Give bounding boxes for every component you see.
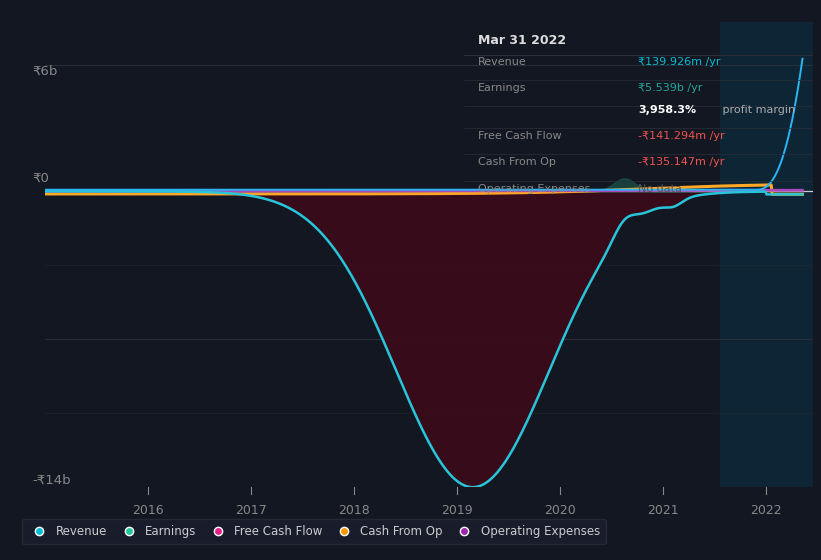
Text: -₹14b: -₹14b bbox=[33, 474, 71, 487]
Text: Free Cash Flow: Free Cash Flow bbox=[478, 131, 562, 141]
Text: 2019: 2019 bbox=[442, 504, 473, 517]
Text: Mar 31 2022: Mar 31 2022 bbox=[478, 35, 566, 48]
Text: profit margin: profit margin bbox=[718, 105, 795, 115]
Text: 2016: 2016 bbox=[132, 504, 164, 517]
Text: 2017: 2017 bbox=[236, 504, 267, 517]
Text: 3,958.3%: 3,958.3% bbox=[639, 105, 696, 115]
Text: -₹135.147m /yr: -₹135.147m /yr bbox=[639, 157, 725, 167]
Legend: Revenue, Earnings, Free Cash Flow, Cash From Op, Operating Expenses: Revenue, Earnings, Free Cash Flow, Cash … bbox=[22, 519, 606, 544]
Text: Earnings: Earnings bbox=[478, 83, 526, 93]
Text: Revenue: Revenue bbox=[478, 57, 526, 67]
Text: 2021: 2021 bbox=[648, 504, 679, 517]
Text: 2022: 2022 bbox=[750, 504, 782, 517]
Text: ₹139.926m /yr: ₹139.926m /yr bbox=[639, 57, 721, 67]
Text: -₹141.294m /yr: -₹141.294m /yr bbox=[639, 131, 725, 141]
Text: No data: No data bbox=[639, 184, 682, 194]
Text: 2020: 2020 bbox=[544, 504, 576, 517]
Text: ₹5.539b /yr: ₹5.539b /yr bbox=[639, 83, 703, 93]
Text: ₹6b: ₹6b bbox=[33, 64, 58, 78]
Bar bbox=[720, 22, 813, 487]
Text: ₹0: ₹0 bbox=[33, 172, 49, 185]
Text: Operating Expenses: Operating Expenses bbox=[478, 184, 590, 194]
Text: 2018: 2018 bbox=[338, 504, 370, 517]
Text: Cash From Op: Cash From Op bbox=[478, 157, 556, 167]
